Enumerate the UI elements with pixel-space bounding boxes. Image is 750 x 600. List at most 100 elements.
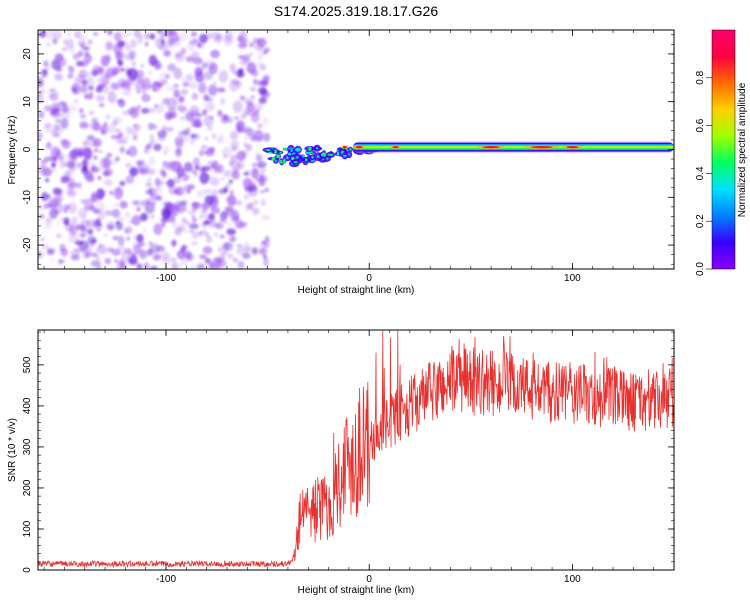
noise-blob [85, 75, 95, 89]
noise-blob [249, 52, 253, 56]
noise-blob [185, 230, 189, 233]
noise-blob [243, 110, 251, 116]
noise-blob [87, 228, 94, 235]
spectrogram-marks [38, 30, 674, 269]
noise-blob [214, 232, 219, 237]
noise-blob [78, 69, 88, 79]
noise-blob [89, 138, 99, 148]
noise-blob [155, 184, 163, 195]
signal-core [286, 156, 289, 159]
noise-blob [116, 59, 124, 65]
noise-blob [98, 225, 104, 230]
noise-blob [96, 218, 102, 224]
noise-blob [251, 36, 258, 43]
noise-blob [110, 159, 118, 166]
noise-blob [228, 179, 233, 184]
noise-blob [210, 49, 220, 59]
noise-blob [70, 248, 80, 259]
noise-blob [232, 257, 239, 263]
noise-blob [152, 59, 160, 65]
noise-blob [200, 208, 208, 214]
x-tick-label: -100 [156, 273, 176, 284]
noise-blob [113, 202, 120, 207]
noise-blob [140, 63, 145, 68]
noise-blob [146, 168, 156, 176]
noise-blob [55, 118, 61, 123]
y-tick-label: -10 [22, 190, 33, 205]
noise-blob [104, 257, 111, 265]
noise-blob [198, 214, 204, 220]
noise-blob [191, 230, 200, 239]
spectrogram-ylabel: Frequency (Hz) [7, 116, 18, 185]
chart-title: S174.2025.319.18.17.G26 [274, 3, 438, 19]
noise-blob [192, 201, 200, 206]
noise-blob [238, 67, 244, 74]
y-tick-label: 500 [22, 356, 33, 373]
noise-blob [124, 66, 132, 75]
noise-blob [147, 107, 156, 114]
noise-blob [87, 71, 91, 76]
noise-blob [185, 112, 195, 122]
noise-blob [98, 80, 107, 87]
signal-core [276, 154, 281, 159]
noise-blob [185, 56, 195, 63]
noise-blob [154, 177, 161, 187]
noise-blob [200, 144, 206, 151]
noise-blob [40, 237, 45, 242]
noise-blob [131, 241, 142, 249]
noise-blob [68, 202, 77, 214]
noise-blob [239, 95, 245, 101]
noise-blob [207, 218, 217, 229]
signal-core [295, 147, 301, 152]
signal-core [288, 152, 292, 156]
noise-blob [127, 32, 133, 36]
noise-blob [223, 170, 231, 178]
noise-blob [154, 103, 165, 114]
noise-blob [56, 221, 60, 225]
noise-blob [104, 39, 114, 52]
noise-blob [88, 110, 95, 116]
noise-blob [90, 260, 101, 267]
noise-blob [203, 151, 208, 154]
noise-blob [209, 197, 217, 204]
noise-blob [243, 142, 248, 147]
noise-blob [133, 30, 141, 38]
noise-blob [78, 40, 87, 47]
noise-blob [45, 220, 52, 229]
signal-core [311, 156, 314, 159]
noise-blob [128, 145, 138, 157]
noise-blob [71, 216, 78, 224]
noise-blob [131, 75, 136, 79]
noise-blob [208, 62, 218, 75]
noise-blob [146, 142, 153, 148]
noise-blob [202, 246, 213, 255]
noise-blob [119, 257, 128, 264]
noise-blob [206, 126, 214, 131]
noise-blob [43, 156, 52, 162]
noise-blob [229, 189, 234, 196]
noise-blob [117, 235, 125, 245]
noise-blob [63, 204, 71, 210]
noise-blob [203, 94, 209, 102]
noise-blob [208, 160, 212, 165]
noise-blob [115, 133, 124, 144]
noise-blob [103, 233, 108, 237]
noise-blob [194, 263, 200, 269]
noise-blob [60, 259, 66, 264]
noise-blob [152, 253, 162, 261]
noise-blob [164, 74, 171, 79]
noise-blob [163, 49, 171, 57]
noise-blob [175, 187, 183, 196]
noise-blob [137, 104, 141, 110]
noise-blob [162, 208, 171, 220]
noise-blob [252, 247, 258, 255]
noise-blob [80, 113, 86, 119]
noise-blob [198, 149, 204, 157]
noise-blob [125, 125, 133, 135]
noise-blob [258, 81, 263, 86]
noise-blob [214, 256, 223, 264]
noise-blob [171, 262, 179, 269]
noise-blob [127, 108, 137, 115]
noise-blob [246, 170, 251, 173]
